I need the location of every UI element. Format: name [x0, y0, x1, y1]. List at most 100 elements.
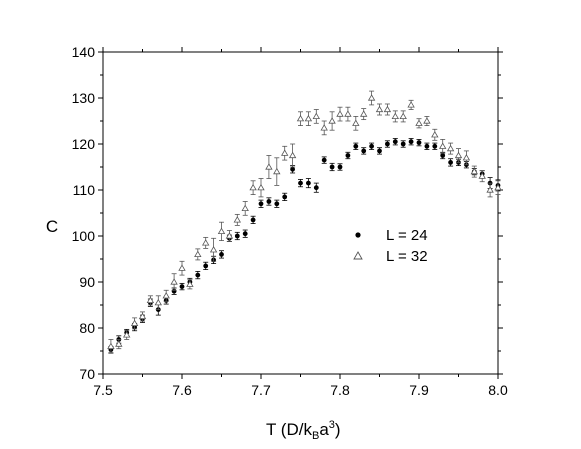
data-point: [304, 114, 313, 122]
data-point: [377, 148, 382, 154]
data-point: [367, 94, 376, 101]
data-point: [369, 143, 374, 149]
data-point: [296, 114, 305, 122]
data-point: [298, 180, 303, 186]
data-point: [288, 151, 297, 159]
data-point: [440, 153, 446, 158]
data-point: [130, 319, 139, 326]
y-axis: 70 80 90 100 110 120 130 140: [72, 44, 503, 382]
data-point: [266, 199, 272, 204]
legend-label-l32: L = 32: [386, 248, 428, 265]
y-tick-label: 80: [79, 320, 95, 336]
data-point: [257, 183, 265, 191]
x-tick-label: 7.7: [251, 382, 271, 398]
x-tick-label: 8.0: [488, 382, 508, 398]
data-point: [344, 110, 352, 117]
data-point: [462, 153, 471, 161]
legend-marker-l24: [355, 232, 361, 238]
data-point: [375, 105, 384, 113]
legend-label-l24: L = 24: [386, 227, 428, 244]
data-point: [274, 201, 280, 207]
x-tick-label: 7.5: [93, 382, 113, 398]
data-point: [423, 117, 431, 124]
plot-frame: [102, 51, 499, 375]
data-point: [470, 167, 478, 175]
x-tick-label: 7.8: [330, 382, 350, 398]
data-point: [170, 278, 178, 285]
data-point: [446, 144, 455, 152]
data-point: [478, 172, 486, 179]
y-tick-label: 110: [73, 182, 96, 198]
data-point: [306, 180, 311, 186]
series-l24: [108, 138, 501, 354]
y-tick-label: 130: [72, 90, 96, 106]
data-point: [195, 272, 201, 278]
data-point: [202, 239, 210, 246]
data-point: [282, 194, 288, 200]
series-l32: [107, 90, 502, 354]
data-point: [186, 280, 194, 287]
data-point: [416, 140, 422, 146]
data-point: [448, 160, 453, 165]
data-point: [123, 331, 131, 338]
data-point: [217, 227, 226, 234]
data-point: [203, 263, 209, 269]
data-point: [407, 101, 415, 108]
data-point: [328, 117, 336, 124]
data-point: [361, 148, 367, 154]
legend: L = 24 L = 32: [353, 227, 428, 265]
data-point: [154, 298, 162, 306]
data-point: [329, 164, 335, 170]
data-point: [209, 245, 218, 253]
data-point: [415, 119, 423, 126]
data-point: [179, 284, 185, 289]
data-point: [258, 201, 264, 207]
y-tick-label: 140: [72, 44, 96, 60]
data-point: [424, 143, 430, 149]
data-point: [431, 130, 439, 138]
data-point: [320, 124, 328, 131]
data-point: [249, 183, 257, 191]
x-axis: 7.5 7.6 7.7 7.8 7.9 8.0: [93, 47, 508, 398]
data-point: [321, 157, 327, 163]
data-point: [399, 112, 407, 119]
data-point: [225, 232, 234, 239]
y-tick-label: 120: [72, 136, 96, 152]
data-point: [265, 163, 273, 170]
data-point: [454, 151, 463, 159]
data-point: [273, 167, 281, 175]
data-point: [250, 217, 256, 223]
data-points: [107, 90, 502, 354]
data-point: [494, 183, 502, 191]
data-point: [234, 233, 240, 239]
legend-marker-l32: [353, 251, 363, 260]
data-point: [385, 141, 390, 147]
data-point: [107, 342, 115, 349]
data-point: [345, 153, 351, 158]
data-point: [138, 312, 147, 320]
data-point: [162, 291, 170, 299]
data-point: [336, 110, 344, 117]
data-point: [353, 143, 359, 149]
data-point: [391, 112, 399, 119]
data-point: [400, 141, 406, 147]
data-point: [313, 185, 319, 191]
data-point: [312, 112, 320, 119]
data-point: [233, 216, 241, 223]
data-point: [281, 149, 289, 156]
x-tick-label: 7.9: [409, 382, 429, 398]
data-point: [432, 143, 438, 149]
x-axis-title: T (D/kBa3): [266, 419, 341, 442]
data-point: [383, 105, 392, 113]
y-tick-label: 100: [72, 228, 96, 244]
data-point: [115, 340, 123, 347]
data-point: [290, 166, 295, 172]
y-axis-title: C: [46, 217, 58, 236]
x-tick-label: 7.6: [172, 382, 192, 398]
data-point: [178, 264, 186, 271]
data-point: [439, 142, 447, 149]
data-point: [146, 296, 155, 303]
data-point: [360, 110, 368, 117]
data-point: [194, 250, 202, 257]
